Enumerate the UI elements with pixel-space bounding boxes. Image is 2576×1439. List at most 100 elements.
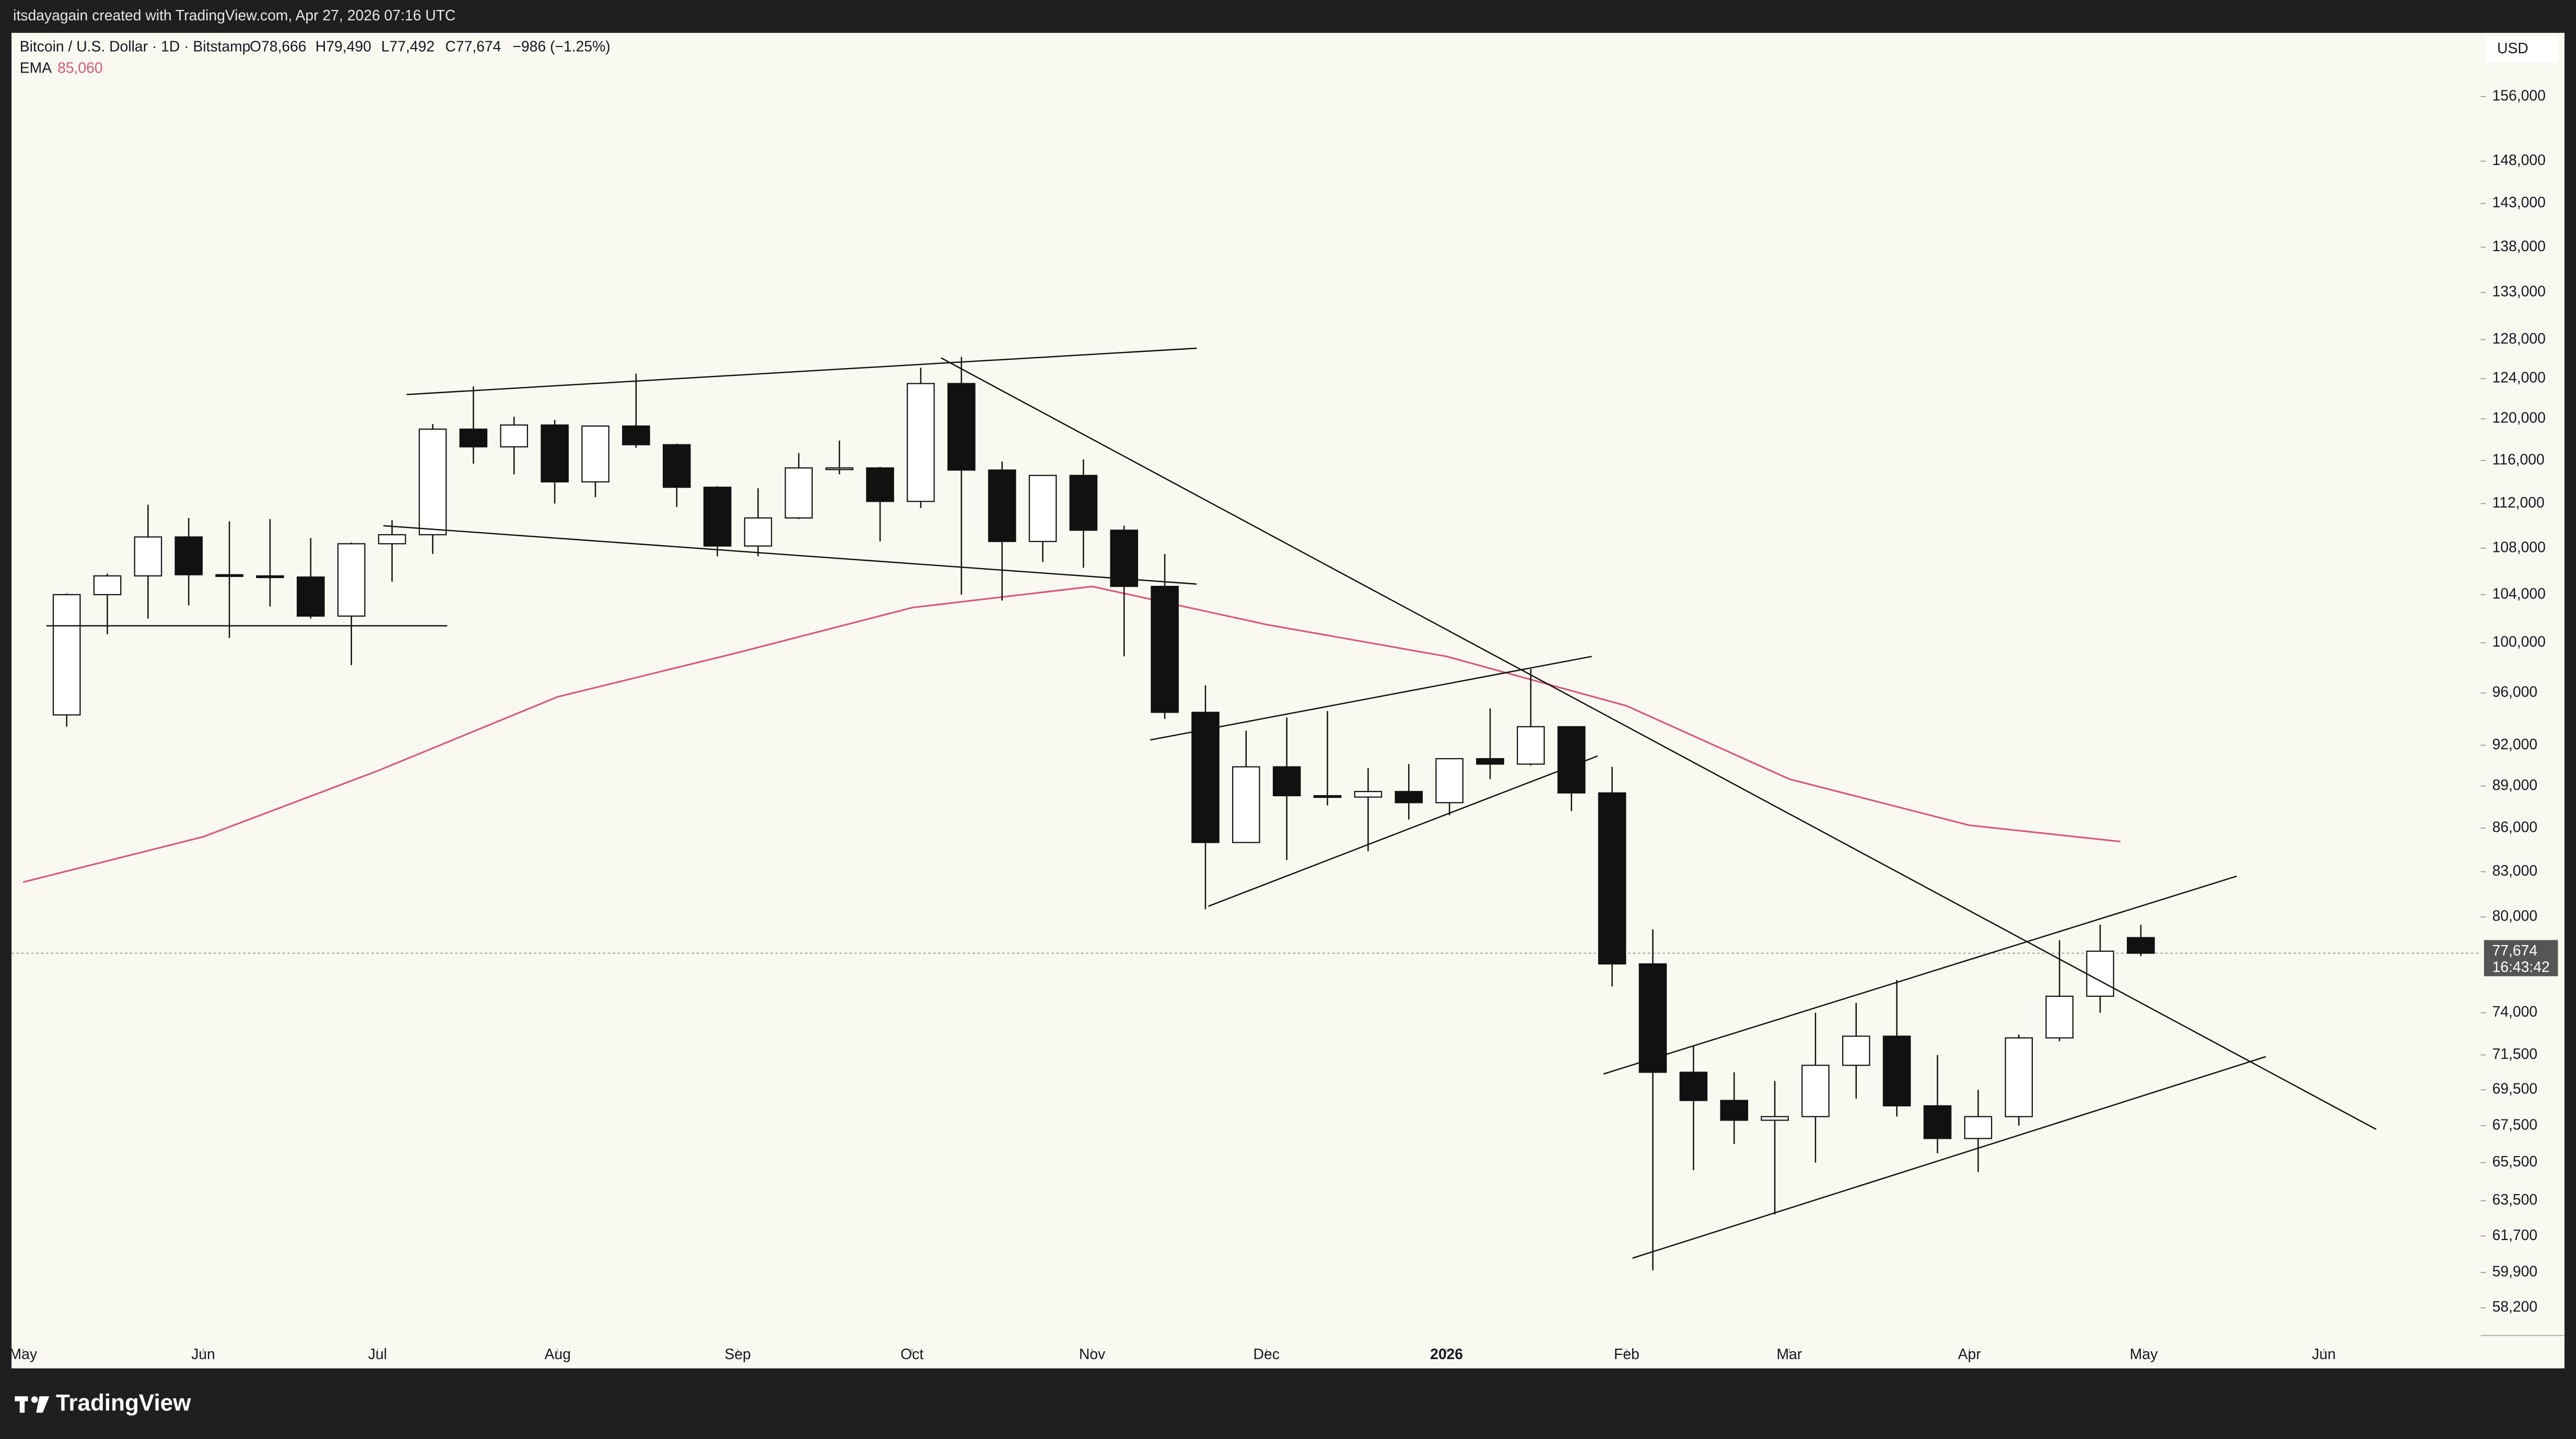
y-tick-label: 116,000: [2492, 451, 2545, 467]
candle-body: [2045, 995, 2074, 1039]
ema-name: EMA: [20, 60, 52, 76]
y-tick-label: 156,000: [2492, 87, 2546, 103]
trendline: [1603, 875, 2237, 1075]
candle-body: [1191, 712, 1220, 843]
y-tick-label: 58,200: [2492, 1298, 2538, 1315]
candle-body: [1801, 1065, 1830, 1117]
candle-body: [703, 487, 732, 547]
x-tick-label: Nov: [1079, 1346, 1106, 1362]
candle-body: [1354, 791, 1383, 798]
x-tick-label: 2026: [1430, 1346, 1463, 1362]
y-tick-label: 143,000: [2492, 194, 2546, 210]
y-tick-label: 71,500: [2492, 1045, 2538, 1062]
candle-body: [174, 536, 203, 575]
high: H79,490: [315, 38, 371, 55]
countdown: 16:43:42: [2492, 958, 2550, 975]
last-price-box: [2484, 940, 2558, 976]
candle-body: [134, 536, 162, 577]
candle-body: [1517, 726, 1545, 765]
chart-pane: [11, 32, 2565, 1369]
candle-body: [1313, 795, 1342, 798]
candle-body: [1598, 792, 1626, 965]
x-tick-label: Sep: [724, 1346, 751, 1362]
trendline: [383, 525, 1197, 585]
attribution: itsdayagain created with TradingView.com…: [13, 7, 455, 23]
candle-body: [2086, 950, 2114, 997]
candle-body: [378, 534, 406, 545]
y-tick-label: 112,000: [2492, 494, 2545, 511]
candle-body: [1110, 529, 1138, 587]
candle-body: [1395, 791, 1423, 804]
y-tick-label: 63,500: [2492, 1191, 2538, 1208]
candle-body: [1842, 1035, 1870, 1066]
y-tick-label: 61,700: [2492, 1226, 2538, 1243]
low: L77,492: [381, 38, 435, 55]
x-tick-label: May: [9, 1346, 38, 1362]
y-tick-label: 120,000: [2492, 409, 2546, 426]
candles: [52, 357, 2155, 1271]
trendline: [1632, 1056, 2266, 1259]
candle-body: [297, 576, 325, 617]
y-tick-label: 96,000: [2492, 683, 2538, 700]
candle-body: [581, 425, 610, 482]
candle-body: [947, 383, 976, 471]
y-tick-label: 92,000: [2492, 736, 2538, 752]
candle-body: [1151, 585, 1179, 713]
ema-value: 85,060: [57, 60, 103, 76]
candle-body: [459, 428, 488, 447]
y-tick-label: 124,000: [2492, 369, 2546, 386]
symbol: Bitcoin / U.S. Dollar · 1D · Bitstamp: [20, 38, 251, 55]
y-tick-label: 83,000: [2492, 862, 2538, 879]
y-tick-label: 67,500: [2492, 1116, 2538, 1133]
candle-body: [907, 383, 935, 502]
x-tick-label: Jun: [191, 1346, 215, 1362]
y-tick-label: 65,500: [2492, 1153, 2538, 1170]
candle-body: [418, 428, 447, 536]
y-tick-label: 133,000: [2492, 283, 2546, 300]
candle-body: [500, 424, 529, 447]
x-tick-label: Oct: [900, 1346, 923, 1362]
candle-body: [1638, 963, 1667, 1073]
last-price-label: 77,674: [2492, 942, 2538, 959]
x-tick-label: May: [2130, 1346, 2158, 1362]
candle-body: [662, 444, 691, 488]
candle-body: [1232, 766, 1260, 843]
y-tick-label: 80,000: [2492, 907, 2538, 924]
candle-body: [866, 467, 894, 502]
y-tick-label: 89,000: [2492, 776, 2538, 793]
x-tick-label: Dec: [1254, 1346, 1280, 1362]
y-tick-label: 138,000: [2492, 238, 2546, 254]
y-tick-label: 100,000: [2492, 633, 2546, 650]
candle-body: [1272, 766, 1301, 797]
candle-body: [2005, 1037, 2033, 1117]
x-tick-label: Jun: [2312, 1346, 2336, 1362]
candle-body: [1679, 1071, 1708, 1101]
change: −986 (−1.25%): [512, 38, 610, 55]
candle-body: [1923, 1105, 1952, 1139]
candle-body: [215, 574, 243, 577]
y-tick-label: 86,000: [2492, 819, 2538, 835]
candle-body: [988, 469, 1016, 542]
currency-box[interactable]: [2486, 36, 2558, 63]
candle-body: [1761, 1116, 1789, 1121]
y-tick-label: 74,000: [2492, 1003, 2538, 1020]
candle-body: [337, 543, 366, 617]
close: C77,674: [445, 38, 501, 55]
y-tick-label: 108,000: [2492, 539, 2546, 556]
candle-body: [1557, 726, 1586, 794]
x-tick-label: Feb: [1614, 1346, 1640, 1362]
trendline: [1208, 755, 1598, 907]
open: O78,666: [250, 38, 307, 55]
x-tick-label: Apr: [1958, 1346, 1981, 1362]
candle-body: [541, 424, 569, 482]
candle-body: [1882, 1035, 1911, 1106]
candle-body: [1069, 475, 1098, 531]
candle-body: [256, 575, 284, 579]
currency[interactable]: USD: [2497, 40, 2528, 56]
candle-body: [52, 594, 81, 716]
logo[interactable]: TradingView: [56, 1390, 191, 1416]
x-tick-label: Jul: [368, 1346, 387, 1362]
candle-body: [784, 467, 813, 519]
